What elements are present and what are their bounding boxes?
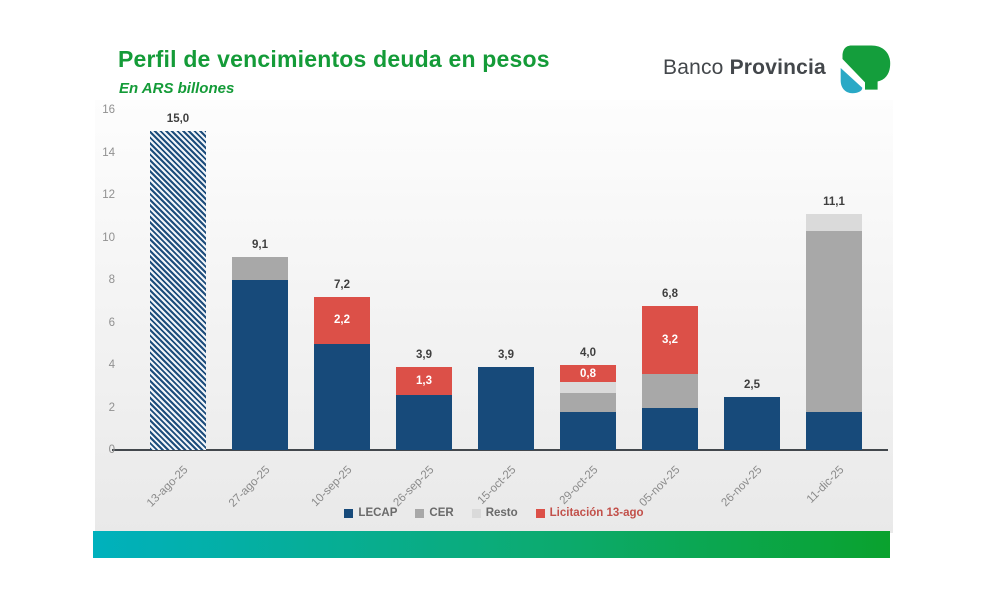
legend: LECAP CER Resto Licitación 13-ago	[95, 507, 893, 519]
bar-total-label: 6,8	[662, 287, 678, 300]
x-axis-label: 13-ago-25	[144, 464, 191, 510]
x-axis-label: 29-oct-25	[557, 464, 601, 507]
y-axis-tick-label: 4	[108, 359, 115, 371]
y-axis-tick-label: 8	[108, 274, 115, 286]
bar-segment-licitaci-n-13-ago: 1,3	[396, 367, 452, 395]
bar-segment-lecap	[642, 407, 698, 450]
banco-provincia-logo: Banco Provincia	[663, 56, 826, 80]
segment-value-label: 1,3	[416, 374, 432, 387]
y-axis-tick-label: 16	[102, 104, 115, 116]
bar-segment-licitaci-n-13-ago: 0,8	[560, 365, 616, 382]
legend-item-resto: Resto	[471, 507, 518, 519]
x-axis-label: 26-nov-25	[719, 464, 765, 510]
y-axis-tick-label: 0	[108, 444, 115, 456]
page-title: Perfil de vencimientos deuda en pesos	[118, 46, 550, 72]
chart-area: 0 2 4 6 8 10 12 14 16 15,0 13-ago-25 9,1 27-ago-25 2,…	[95, 100, 893, 533]
segment-value-label: 3,2	[662, 333, 678, 346]
bar-total-label: 3,9	[416, 349, 432, 362]
footer-gradient-bar	[93, 531, 890, 558]
legend-swatch	[344, 508, 354, 518]
legend-item-licitaci-n-13-ago: Licitación 13-ago	[535, 507, 644, 519]
x-axis-line	[112, 449, 888, 451]
legend-swatch	[415, 508, 425, 518]
legend-item-cer: CER	[415, 507, 454, 519]
banco-provincia-mark-icon	[840, 45, 891, 94]
bar-segment-cer	[560, 392, 616, 412]
y-axis-tick-label: 6	[108, 316, 115, 329]
legend-label: LECAP	[358, 507, 398, 519]
x-axis-label: 26-sep-25	[391, 464, 437, 510]
bar-segment-lecap	[232, 280, 288, 450]
x-axis-label: 05-nov-25	[637, 464, 683, 510]
bar-segment-cer	[642, 373, 698, 408]
legend-label: Licitación 13-ago	[549, 507, 644, 519]
x-axis-label: 10-sep-25	[309, 464, 355, 510]
legend-label: CER	[429, 507, 454, 519]
logo-text-provincia: Provincia	[729, 56, 826, 79]
y-axis-tick-label: 12	[102, 189, 115, 201]
bar-segment-lecap	[478, 367, 534, 450]
y-axis-tick-label: 10	[102, 231, 115, 244]
bar-segment-cer	[232, 256, 288, 280]
legend-swatch	[535, 508, 545, 518]
page-subtitle: En ARS billones	[119, 80, 235, 97]
bar-segment-resto	[560, 382, 616, 393]
bar-segment-cer	[806, 231, 862, 412]
bar-total-label: 3,9	[498, 349, 514, 362]
bar-total-label: 11,1	[823, 196, 845, 209]
bar-segment-licitaci-n-13-ago: 3,2	[642, 305, 698, 374]
bar-total-label: 15,0	[166, 113, 190, 126]
bar-segment-lecap	[396, 394, 452, 450]
bar-total-label: 7,2	[334, 279, 350, 291]
x-axis-label: 15-oct-25	[475, 464, 519, 507]
logo-text-banco: Banco	[663, 56, 724, 79]
legend-item-lecap: LECAP	[344, 507, 397, 519]
legend-label: Resto	[485, 507, 518, 519]
bar-segment-licitaci-n-13-ago: 2,2	[314, 297, 370, 344]
bar-segment-lecap	[724, 396, 780, 450]
legend-swatch	[471, 508, 481, 518]
bar-total-label: 2,5	[744, 378, 760, 391]
bar-total-label: 9,1	[252, 238, 268, 251]
bar-segment-resto	[806, 214, 862, 232]
bar-segment-lecap	[560, 411, 616, 450]
x-axis-label: 27-ago-25	[226, 464, 273, 510]
x-axis-label: 11-dic-25	[804, 464, 847, 506]
logo-text: Banco Provincia	[663, 56, 826, 80]
y-axis-tick-label: 14	[102, 146, 115, 159]
y-axis-tick-label: 2	[108, 401, 115, 414]
bar-total-label: 4,0	[580, 347, 596, 359]
segment-value-label: 0,8	[580, 367, 596, 380]
bar-segment-lecap	[806, 411, 862, 450]
bar-segment-lecap	[314, 343, 370, 450]
plot: 0 2 4 6 8 10 12 14 16 15,0 13-ago-25 9,1 27-ago-25 2,…	[95, 100, 893, 533]
segment-value-label: 2,2	[334, 314, 350, 327]
bar-segment-13-ago-25	[150, 131, 206, 450]
